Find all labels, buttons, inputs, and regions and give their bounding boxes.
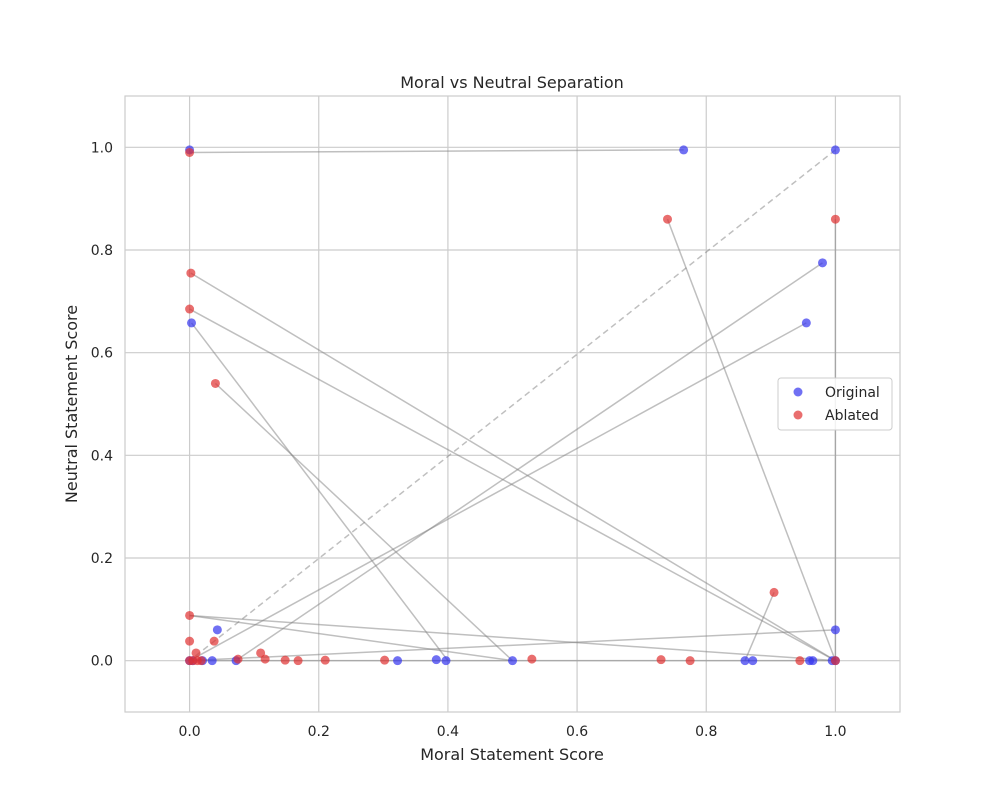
original-point (212, 625, 222, 635)
y-tick-labels: 0.0 0.2 0.4 0.6 0.8 1.0 (91, 140, 113, 669)
connection-line (189, 614, 836, 662)
ablated-point (209, 636, 219, 646)
connection-line (237, 262, 823, 660)
ablated-point (830, 656, 840, 666)
y-tick-label: 0.2 (91, 551, 113, 567)
x-axis-label: Moral Statement Score (420, 745, 604, 764)
ablated-point (210, 378, 220, 388)
x-tick-label: 0.4 (437, 724, 459, 740)
original-point (748, 656, 758, 666)
data-points (185, 145, 840, 666)
y-tick-label: 0.8 (91, 243, 113, 259)
ablated-point (260, 654, 270, 664)
ablated-point (185, 610, 195, 620)
original-point (431, 655, 441, 665)
connection-line (666, 218, 837, 661)
ablated-point (795, 656, 805, 666)
original-point (441, 656, 451, 666)
legend-marker-ablated (793, 410, 803, 420)
original-point (393, 656, 403, 666)
connection-line (190, 272, 836, 662)
ablated-point (185, 147, 195, 157)
y-tick-label: 0.4 (91, 448, 113, 464)
ablated-point (185, 636, 195, 646)
ablated-point (527, 654, 537, 664)
ablated-point (233, 654, 243, 664)
original-point (740, 656, 750, 666)
chart-title: Moral vs Neutral Separation (400, 73, 624, 92)
original-point (830, 145, 840, 155)
legend-label-original: Original (825, 385, 880, 401)
connection-line (744, 592, 775, 661)
legend-label-ablated: Ablated (825, 408, 879, 424)
connection-lines (188, 149, 837, 662)
original-point (818, 258, 827, 268)
x-tick-labels: 0.0 0.2 0.4 0.6 0.8 1.0 (178, 724, 846, 740)
connection-line (189, 322, 807, 662)
connection-line (214, 382, 514, 662)
y-tick-label: 0.0 (91, 654, 113, 670)
ablated-point (663, 214, 672, 224)
x-tick-label: 0.0 (178, 724, 200, 740)
ablated-point (380, 655, 390, 665)
ablated-point (196, 656, 206, 666)
y-axis-label: Neutral Statement Score (62, 305, 81, 503)
ablated-point (769, 587, 779, 597)
connection-line (189, 629, 836, 662)
ablated-point (320, 655, 330, 665)
x-tick-label: 1.0 (824, 724, 846, 740)
ablated-point (280, 655, 290, 665)
y-tick-label: 0.6 (91, 346, 113, 362)
ablated-point (185, 304, 195, 314)
original-point (187, 318, 197, 328)
x-tick-label: 0.6 (566, 724, 588, 740)
connection-line (190, 322, 449, 662)
connection-line (189, 149, 836, 662)
original-point (508, 656, 517, 666)
ablated-point (186, 268, 196, 278)
original-point (801, 318, 811, 328)
ablated-point (256, 648, 266, 658)
x-tick-label: 0.8 (695, 724, 717, 740)
ablated-point (685, 656, 695, 666)
original-point (679, 145, 689, 155)
legend-marker-original (793, 387, 803, 397)
original-point (207, 656, 217, 666)
legend: Original Ablated (777, 377, 893, 431)
original-point (808, 656, 818, 666)
y-tick-label: 1.0 (91, 140, 113, 156)
connection-line (189, 614, 513, 662)
original-point (830, 625, 840, 635)
ablated-point (830, 214, 840, 224)
ablated-point (656, 655, 666, 665)
connection-line (189, 149, 684, 154)
legend-box (777, 377, 893, 431)
ablated-point (293, 656, 303, 666)
connection-line (189, 308, 836, 662)
ablated-point (191, 648, 201, 658)
x-tick-label: 0.2 (308, 724, 330, 740)
